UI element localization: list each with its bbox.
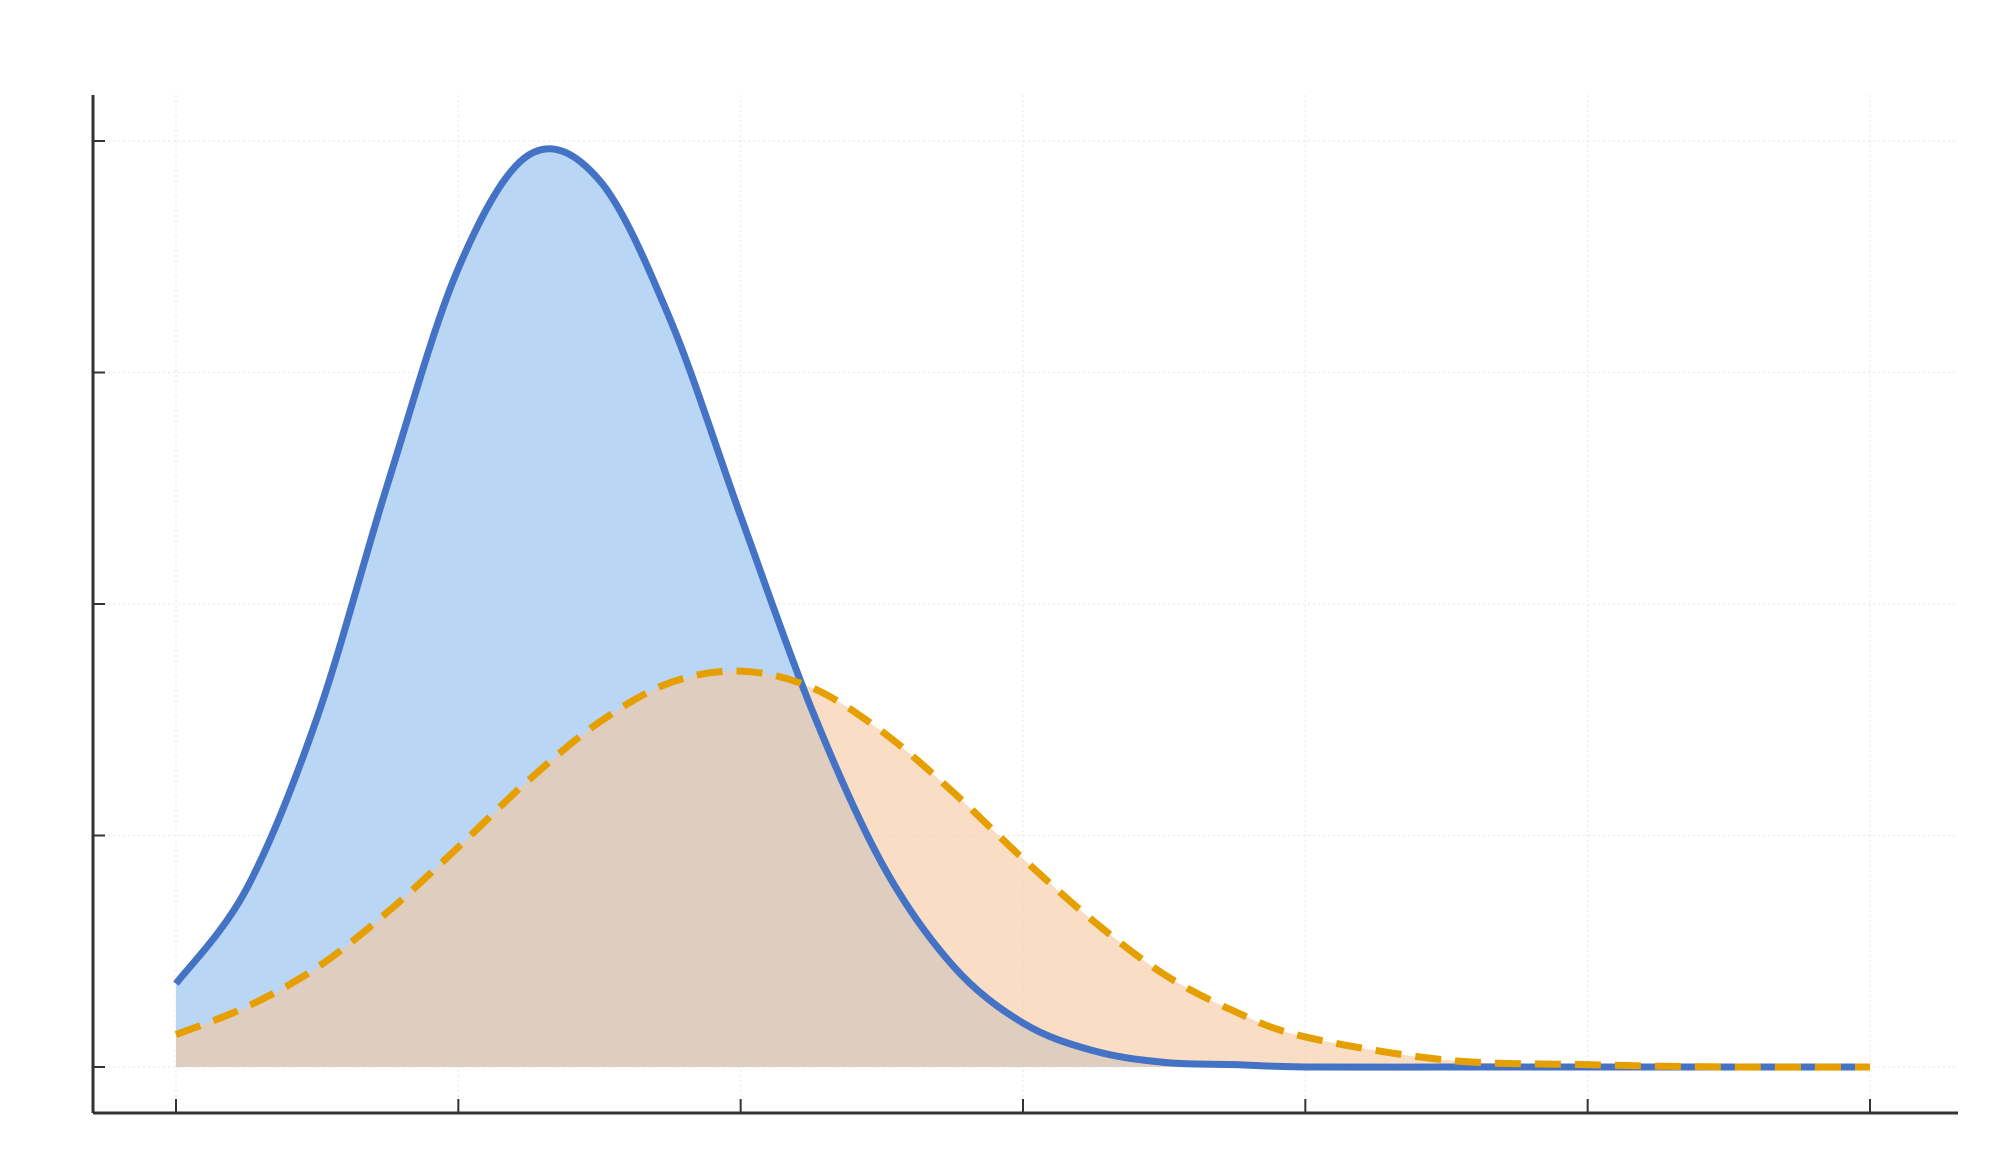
series-2-area (176, 671, 1870, 1068)
series-lines (173, 145, 1871, 1071)
series-1-line (173, 145, 1870, 1071)
fill-areas (176, 148, 1870, 1068)
axes (91, 95, 1958, 1115)
series-2-line (174, 667, 1871, 1071)
